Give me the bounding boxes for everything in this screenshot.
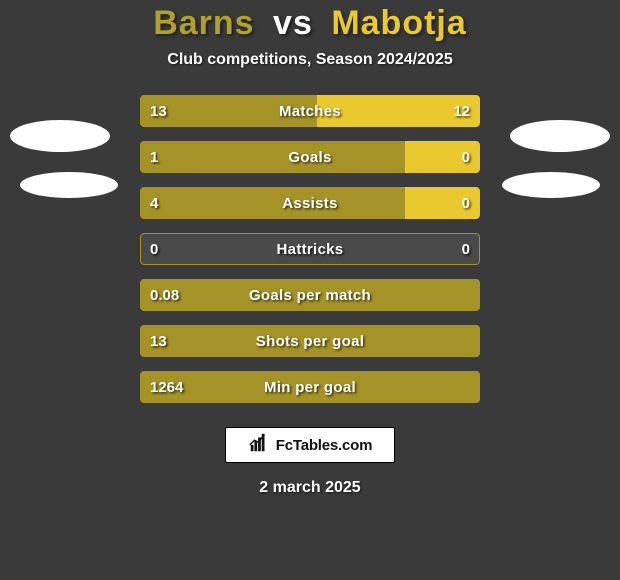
stat-row: Matches13 12	[140, 95, 480, 127]
branding-text: FcTables.com	[276, 437, 373, 454]
stat-value-left: 0.08	[150, 279, 179, 311]
subtitle: Club competitions, Season 2024/2025	[167, 51, 452, 69]
stat-row: Goals per match0.08	[140, 279, 480, 311]
stat-value-left: 13	[150, 325, 167, 357]
stat-value-left: 4	[150, 187, 158, 219]
stat-row: Min per goal1264	[140, 371, 480, 403]
stat-label: Min per goal	[140, 371, 480, 403]
stat-value-left: 0	[150, 233, 158, 265]
stat-row: Shots per goal13	[140, 325, 480, 357]
branding-badge: FcTables.com	[225, 427, 395, 463]
stat-bars: Matches1312Goals10Assists40Hattricks00Go…	[140, 95, 480, 403]
stat-label: Assists	[140, 187, 480, 219]
team2-logo-2	[502, 172, 600, 198]
team1-logo	[10, 120, 110, 152]
team2-logo	[510, 120, 610, 152]
stat-label: Shots per goal	[140, 325, 480, 357]
stat-value-right: 0	[462, 187, 470, 219]
stat-label: Goals	[140, 141, 480, 173]
stat-label: Goals per match	[140, 279, 480, 311]
stat-row: Goals1 0	[140, 141, 480, 173]
player2-name: Mabotja	[331, 4, 466, 42]
stat-value-left: 13	[150, 95, 167, 127]
stat-row: Assists4 0	[140, 187, 480, 219]
player1-name: Barns	[153, 4, 254, 42]
bar-chart-icon	[248, 432, 270, 459]
stat-value-left: 1264	[150, 371, 183, 403]
comparison-infographic: Barns vs Mabotja Club competitions, Seas…	[0, 0, 620, 580]
stat-label: Matches	[140, 95, 480, 127]
page-title: Barns vs Mabotja	[153, 4, 467, 43]
stat-value-right: 0	[462, 233, 470, 265]
stat-label: Hattricks	[140, 233, 480, 265]
stat-value-right: 0	[462, 141, 470, 173]
date-label: 2 march 2025	[259, 479, 360, 497]
stat-value-right: 12	[453, 95, 470, 127]
team1-logo-2	[20, 172, 118, 198]
stat-value-left: 1	[150, 141, 158, 173]
vs-label: vs	[273, 4, 313, 42]
stat-row: Hattricks0 0	[140, 233, 480, 265]
